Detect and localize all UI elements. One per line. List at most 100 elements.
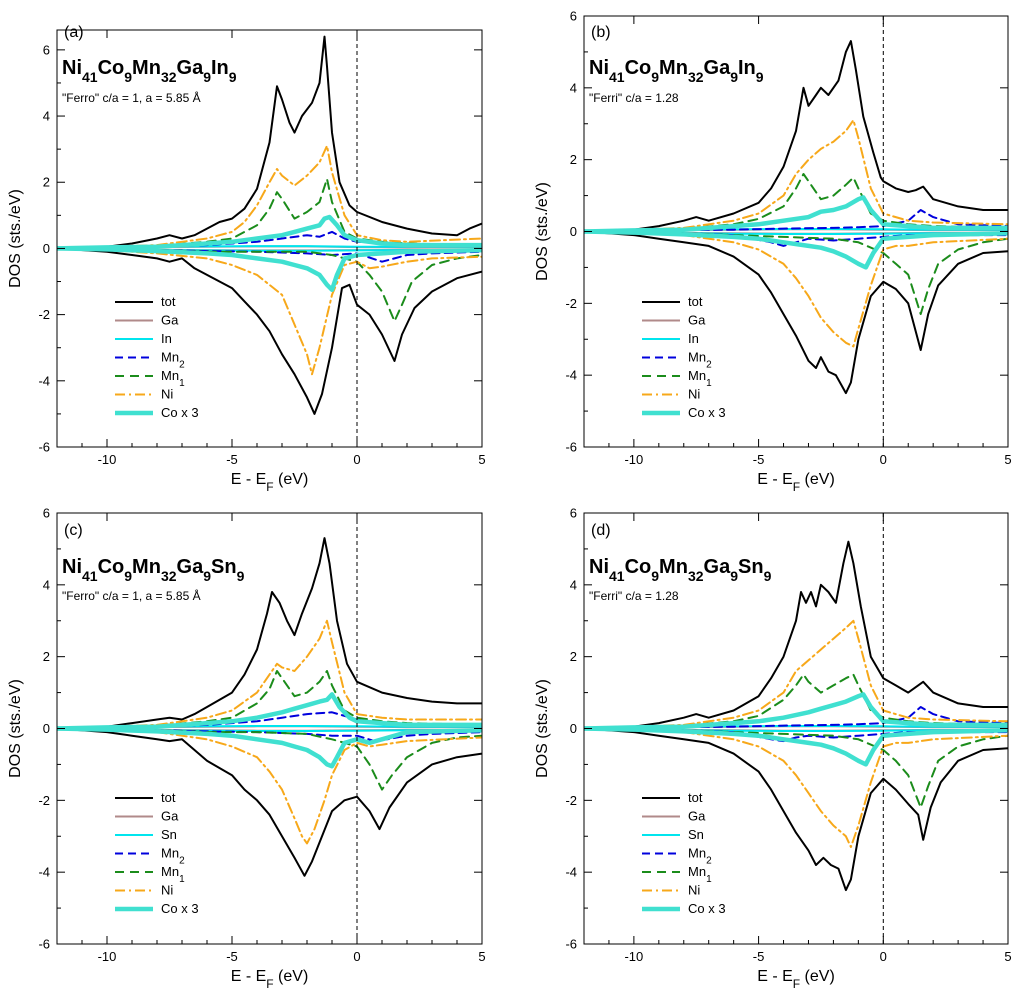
legend-label: Sn	[161, 827, 177, 842]
series-line-ni-up	[57, 619, 482, 730]
compound-formula: Ni41Co9Mn32Ga9In9	[589, 57, 764, 85]
legend-label: Mn1	[688, 864, 712, 885]
y-tick-label: -4	[38, 865, 50, 880]
legend-label: Ni	[161, 387, 173, 402]
y-tick-label: 6	[570, 506, 577, 521]
compound-formula: Ni41Co9Mn32Ga9Sn9	[589, 556, 772, 584]
y-tick-label: 4	[43, 577, 50, 592]
y-tick-label: -4	[565, 368, 577, 383]
x-tick-label: -10	[98, 452, 117, 467]
series-line-co-x-3-dn	[584, 726, 1008, 767]
legend-label: Ni	[688, 883, 700, 898]
y-tick-label: -4	[38, 373, 50, 388]
legend-label: tot	[688, 790, 703, 805]
x-tick-label: -5	[753, 949, 765, 964]
y-tick-label: 4	[570, 577, 577, 592]
dos-panel: -10 -5 0 5 -6 -4 -2 0 2 4 6 E - EF (eV) DOS (sts./eV…	[534, 9, 1012, 495]
panel-label: (c)	[64, 522, 83, 539]
y-tick-label: 6	[570, 9, 577, 24]
legend-label: Co x 3	[688, 405, 726, 420]
y-tick-label: 2	[570, 152, 577, 167]
x-tick-label: 0	[880, 452, 887, 467]
dos-panel: -10 -5 0 5 -6 -4 -2 0 2 4 6 E - EF (eV) DOS (sts./eV…	[7, 24, 486, 494]
legend-label: Co x 3	[161, 901, 199, 916]
legend-label: Mn1	[161, 864, 185, 885]
x-tick-label: 5	[1004, 949, 1011, 964]
series-line-tot-dn	[584, 230, 1008, 395]
y-tick-label: -6	[565, 937, 577, 952]
x-tick-label: -10	[624, 452, 643, 467]
y-tick-label: -6	[565, 440, 577, 455]
panel-label: (a)	[64, 24, 84, 41]
panel-label: (b)	[591, 24, 611, 41]
series-line-co-x-3-up	[57, 214, 482, 251]
y-tick-label: 4	[570, 80, 577, 95]
series-line-ni-dn	[584, 230, 1008, 348]
legend-label: tot	[161, 294, 176, 309]
series-line-tot-up	[584, 40, 1008, 233]
legend-label: In	[161, 331, 172, 346]
series-line-co-x-3-up	[57, 692, 482, 731]
compound-formula: Ni41Co9Mn32Ga9Sn9	[62, 556, 245, 584]
legend-label: tot	[161, 790, 176, 805]
structure-subtitle: "Ferro" c/a = 1, a = 5.85 Å	[62, 90, 201, 105]
series-line-ni-dn	[57, 727, 482, 845]
x-tick-label: 0	[353, 949, 360, 964]
y-tick-label: 2	[43, 649, 50, 664]
legend-label: Mn2	[688, 846, 712, 867]
x-axis-title: E - EF (eV)	[231, 471, 309, 494]
x-tick-label: 0	[353, 452, 360, 467]
y-tick-label: 6	[43, 42, 50, 57]
y-tick-label: -2	[565, 296, 577, 311]
series-line-mn2-dn	[57, 727, 482, 743]
compound-formula: Ni41Co9Mn32Ga9In9	[62, 57, 237, 85]
series-line-co-x-3-up	[584, 692, 1008, 731]
x-tick-label: -5	[226, 949, 238, 964]
x-tick-label: -5	[753, 452, 765, 467]
x-tick-label: 5	[478, 949, 485, 964]
x-axis-title: E - EF (eV)	[231, 968, 309, 991]
y-tick-label: -2	[38, 793, 50, 808]
y-tick-label: 0	[43, 241, 50, 256]
y-tick-label: 6	[43, 506, 50, 521]
x-tick-label: 5	[478, 452, 485, 467]
y-tick-label: 2	[43, 175, 50, 190]
y-tick-label: 2	[570, 649, 577, 664]
series-line-ni-dn	[57, 247, 482, 376]
x-tick-label: -5	[226, 452, 238, 467]
series-line-co-x-3-dn	[57, 726, 482, 769]
y-tick-label: -4	[565, 865, 577, 880]
legend-label: Mn2	[161, 350, 185, 371]
structure-subtitle: "Ferro" c/a = 1, a = 5.85 Å	[62, 588, 201, 603]
y-axis-title: DOS (sts./eV)	[7, 679, 24, 778]
x-tick-label: -10	[624, 949, 643, 964]
series-line-co-x-3-dn	[57, 246, 482, 293]
series-line-tot-dn	[57, 727, 482, 877]
series-group	[57, 35, 482, 415]
y-tick-label: -2	[38, 307, 50, 322]
plot-frame	[56, 29, 483, 448]
y-tick-label: 0	[43, 721, 50, 736]
series-line-ni-up	[584, 119, 1008, 233]
legend-label: tot	[688, 294, 703, 309]
legend-label: Ni	[688, 387, 700, 402]
dos-panel: -10 -5 0 5 -6 -4 -2 0 2 4 6 E - EF (eV) DOS (sts./eV…	[534, 506, 1012, 992]
legend-label: Ga	[161, 313, 179, 328]
structure-subtitle: "Ferri" c/a = 1.28	[589, 91, 679, 105]
series-line-tot-up	[57, 537, 482, 730]
legend-label: Mn2	[688, 350, 712, 371]
y-tick-label: -2	[565, 793, 577, 808]
series-line-ni-up	[584, 619, 1008, 730]
series-group	[584, 540, 1008, 892]
series-line-tot-dn	[584, 727, 1008, 892]
x-tick-label: 5	[1004, 452, 1011, 467]
series-line-tot-dn	[57, 247, 482, 415]
legend-label: Mn1	[688, 368, 712, 389]
series-group	[57, 537, 482, 877]
y-tick-label: -6	[38, 440, 50, 455]
legend-label: Ga	[688, 809, 706, 824]
series-line-ni-dn	[584, 727, 1008, 848]
